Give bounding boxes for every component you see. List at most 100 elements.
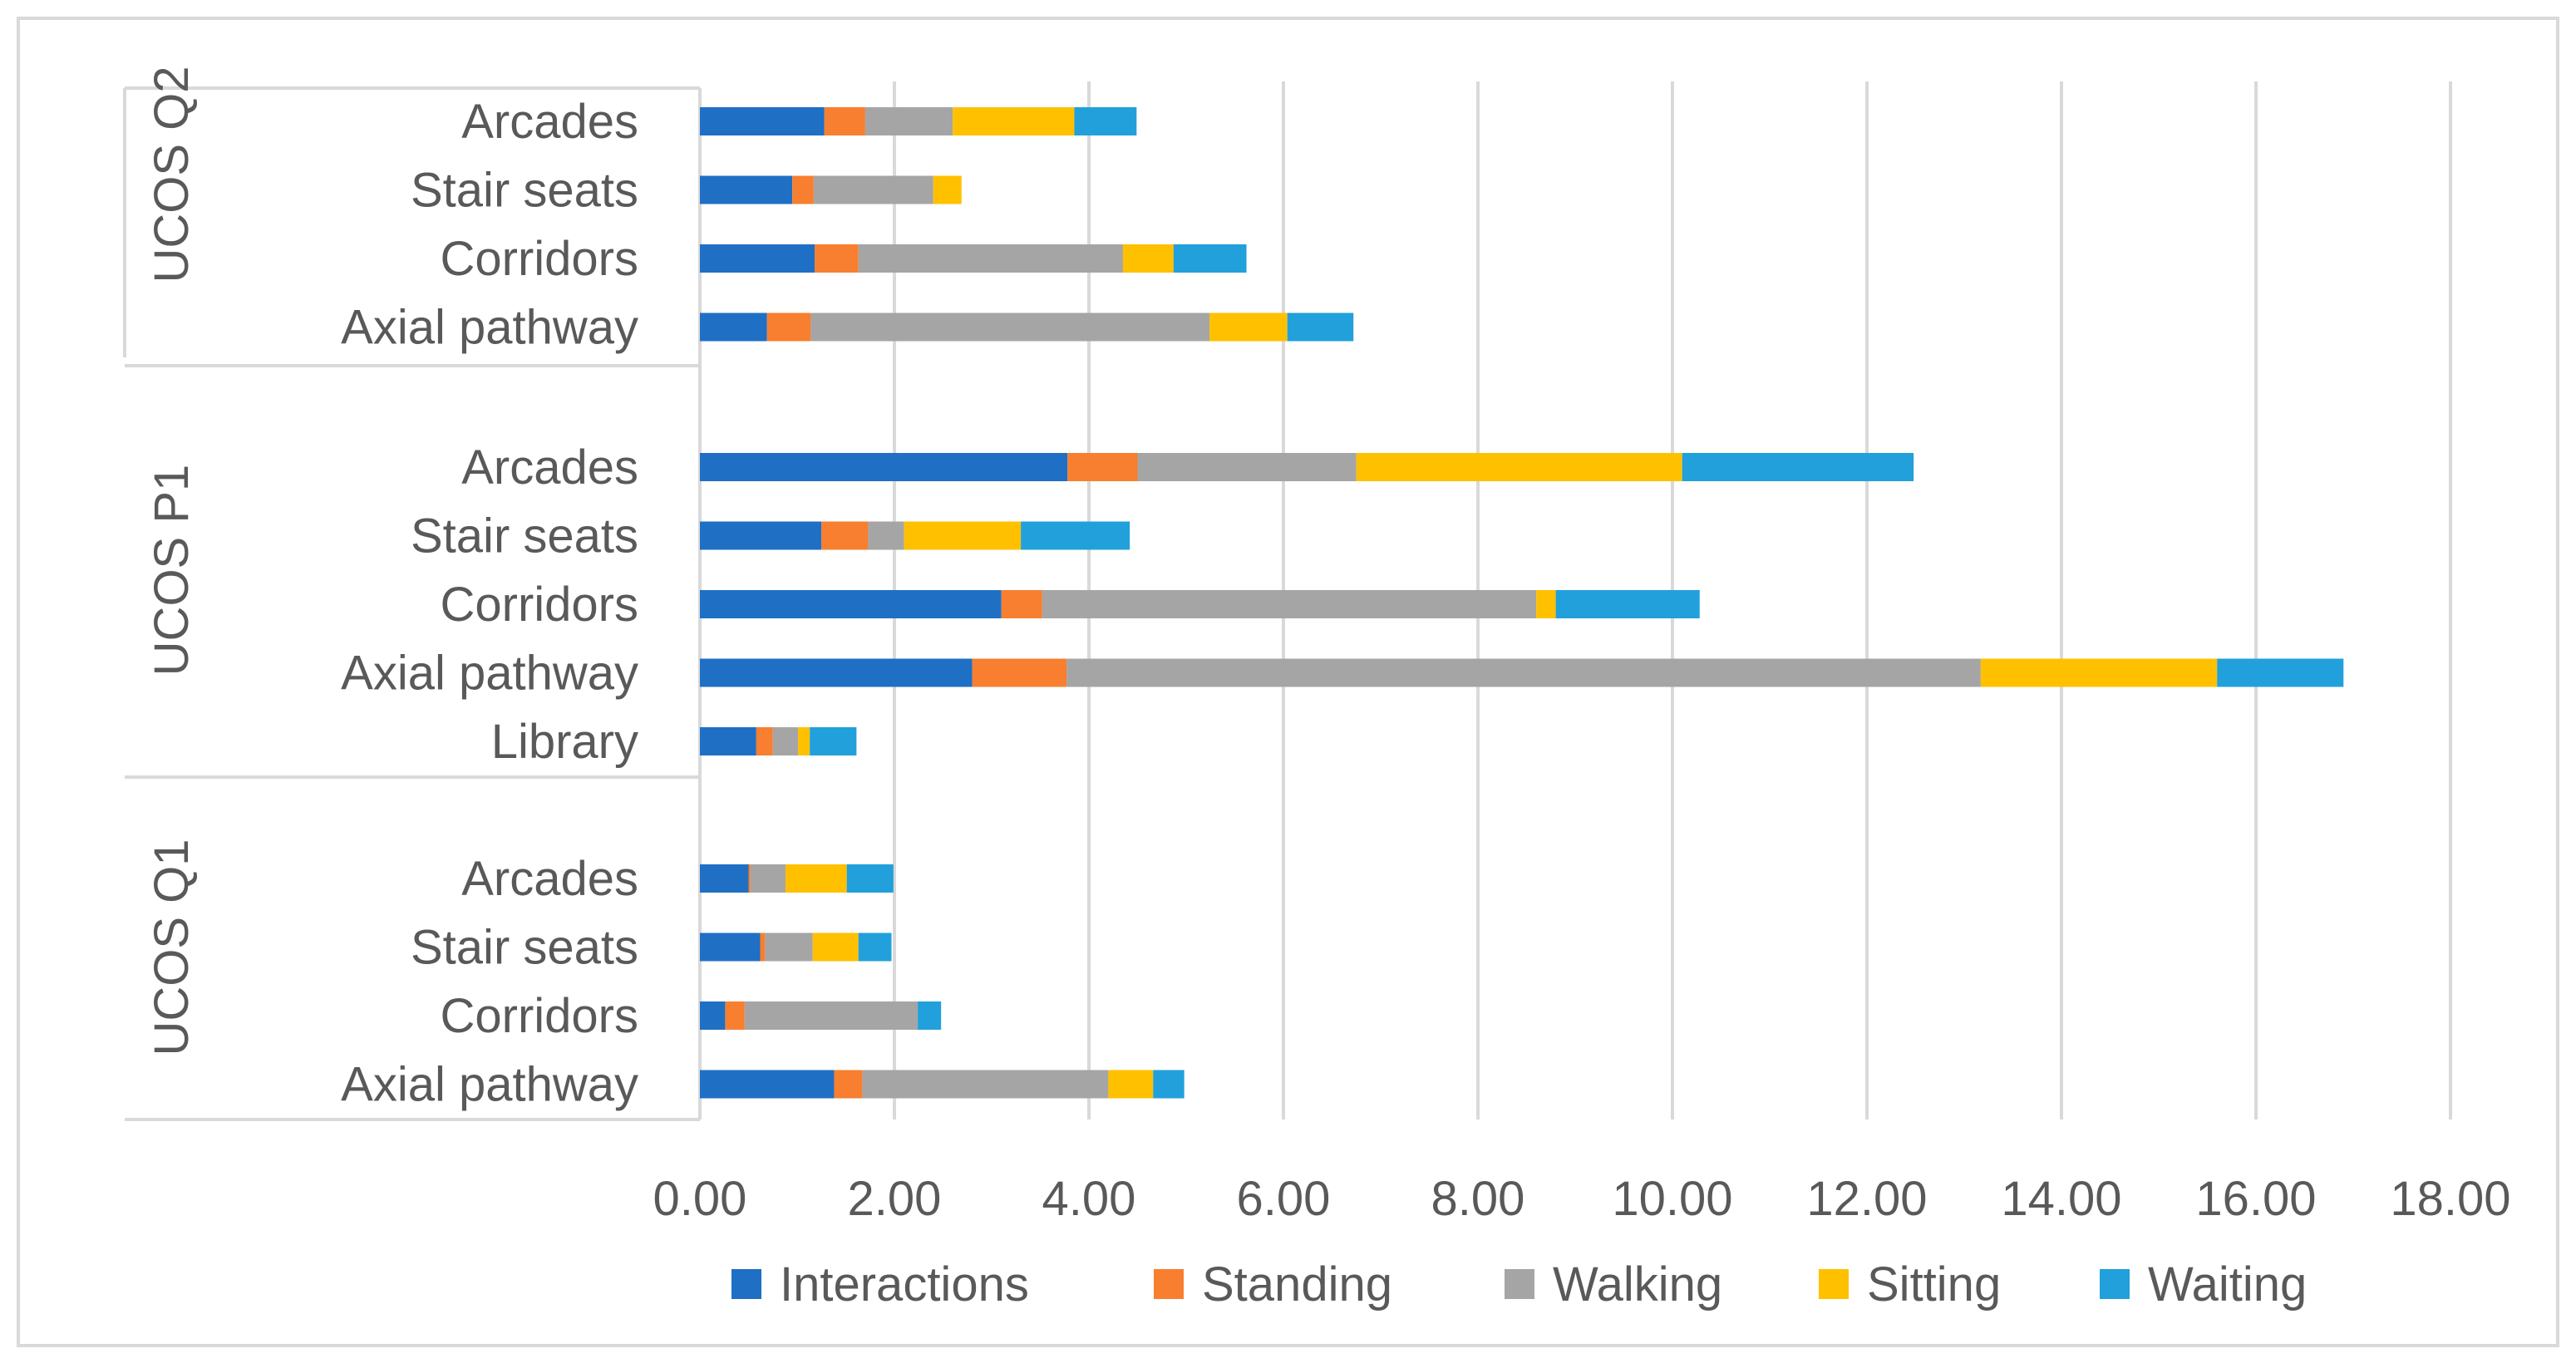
bar-segment-sitting bbox=[953, 107, 1075, 135]
bar-segment-waiting bbox=[1074, 107, 1137, 135]
bar-segment-interactions bbox=[700, 453, 1068, 481]
bar-segment-standing bbox=[1001, 590, 1042, 618]
bar-segment-walking bbox=[1066, 658, 1981, 687]
bar-segment-walking bbox=[862, 1070, 1109, 1099]
bar-segment-walking bbox=[864, 107, 953, 135]
bars bbox=[700, 107, 2344, 1099]
legend-swatch-walking bbox=[1505, 1269, 1534, 1299]
bar-segment-sitting bbox=[1108, 1070, 1154, 1099]
x-axis-tick-labels: 0.00 2.00 4.00 6.00 8.00 10.00 12.00 14.00 16.00… bbox=[653, 1172, 2511, 1226]
bar-segment-standing bbox=[748, 864, 751, 893]
bar-segment-standing bbox=[1067, 453, 1138, 481]
x-tick-label: 4.00 bbox=[1042, 1172, 1136, 1226]
bar-segment-sitting bbox=[785, 864, 847, 893]
bar-segment-standing bbox=[766, 312, 811, 342]
bar-segment-waiting bbox=[858, 933, 892, 962]
bar-segment-sitting bbox=[798, 727, 810, 755]
category-label: Stair seats bbox=[411, 164, 638, 218]
bar-segment-waiting bbox=[1021, 521, 1130, 550]
bar-segment-interactions bbox=[700, 175, 793, 204]
bar-segment-sitting bbox=[812, 933, 859, 962]
bar-segment-waiting bbox=[810, 727, 857, 755]
bar-segment-walking bbox=[810, 312, 1210, 342]
bar-segment-interactions bbox=[700, 590, 1002, 618]
bar-segment-standing bbox=[756, 727, 773, 755]
x-tick-label: 0.00 bbox=[653, 1172, 747, 1226]
bar-segment-walking bbox=[858, 244, 1123, 273]
category-label: Arcades bbox=[461, 95, 638, 149]
bar-segment-sitting bbox=[1980, 658, 2218, 687]
x-tick-label: 2.00 bbox=[848, 1172, 942, 1226]
legend-label: Sitting bbox=[1867, 1257, 2001, 1311]
bar-segment-interactions bbox=[700, 1001, 726, 1030]
category-label: Corridors bbox=[441, 578, 639, 632]
bar-segment-sitting bbox=[1536, 590, 1556, 618]
group-labels: UCOS Q2 UCOS P1 UCOS Q1 bbox=[145, 66, 199, 1056]
legend-swatch-waiting bbox=[2100, 1269, 2130, 1299]
bar-segment-interactions bbox=[700, 933, 761, 962]
bar-segment-sitting bbox=[904, 521, 1022, 550]
bar-segment-waiting bbox=[1153, 1070, 1185, 1099]
category-label: Library bbox=[491, 715, 638, 769]
category-label: Corridors bbox=[441, 989, 639, 1043]
category-label: Axial pathway bbox=[341, 301, 638, 355]
bar-segment-standing bbox=[815, 244, 859, 273]
bar-segment-standing bbox=[834, 1070, 863, 1099]
legend-swatch-standing bbox=[1154, 1269, 1184, 1299]
category-label: Corridors bbox=[441, 232, 639, 286]
bar-segment-standing bbox=[792, 175, 814, 204]
bar-segment-walking bbox=[1137, 453, 1357, 481]
category-label: Stair seats bbox=[411, 921, 638, 975]
bar-segment-sitting bbox=[1122, 244, 1174, 273]
bar-segment-interactions bbox=[700, 864, 749, 893]
bar-segment-waiting bbox=[1555, 590, 1700, 618]
x-tick-label: 16.00 bbox=[2195, 1172, 2316, 1226]
category-label: Axial pathway bbox=[341, 647, 638, 701]
bar-segment-waiting bbox=[1287, 312, 1354, 342]
bar-segment-standing bbox=[824, 107, 865, 135]
legend-swatch-sitting bbox=[1819, 1269, 1849, 1299]
bar-segment-interactions bbox=[700, 312, 767, 342]
group-label: UCOS P1 bbox=[145, 465, 199, 677]
x-tick-label: 18.00 bbox=[2390, 1172, 2510, 1226]
legend-label: Interactions bbox=[780, 1257, 1029, 1311]
bar-segment-walking bbox=[1042, 590, 1537, 618]
bar-segment-walking bbox=[750, 864, 786, 893]
bar-segment-waiting bbox=[1682, 453, 1914, 481]
bar-segment-standing bbox=[760, 933, 766, 962]
bar-segment-walking bbox=[772, 727, 799, 755]
bar-segment-standing bbox=[725, 1001, 745, 1030]
bar-segment-interactions bbox=[700, 658, 973, 687]
legend-label: Walking bbox=[1553, 1257, 1722, 1311]
legend: Interactions Standing Walking Sitting Waitin… bbox=[731, 1257, 2307, 1311]
bar-segment-interactions bbox=[700, 521, 822, 550]
category-label: Axial pathway bbox=[341, 1058, 638, 1112]
bar-segment-interactions bbox=[700, 727, 756, 755]
bar-segment-walking bbox=[765, 933, 813, 962]
bar-segment-waiting bbox=[2217, 658, 2344, 687]
bar-segment-walking bbox=[868, 521, 904, 550]
bar-segment-waiting bbox=[846, 864, 894, 893]
bar-segment-waiting bbox=[918, 1001, 942, 1030]
bar-segment-standing bbox=[972, 658, 1067, 687]
bar-segment-sitting bbox=[1356, 453, 1682, 481]
x-tick-label: 12.00 bbox=[1806, 1172, 1927, 1226]
bar-segment-waiting bbox=[1173, 244, 1247, 273]
category-label: Arcades bbox=[461, 440, 638, 495]
category-labels: Arcades Stair seats Corridors Axial pathway… bbox=[341, 95, 638, 1112]
legend-label: Standing bbox=[1202, 1257, 1392, 1311]
bar-segment-interactions bbox=[700, 107, 825, 135]
x-tick-label: 6.00 bbox=[1237, 1172, 1331, 1226]
bar-segment-interactions bbox=[700, 1070, 835, 1099]
bar-segment-sitting bbox=[1209, 312, 1288, 342]
bar-segment-sitting bbox=[933, 175, 962, 204]
bar-segment-interactions bbox=[700, 244, 815, 273]
x-tick-label: 10.00 bbox=[1612, 1172, 1732, 1226]
x-tick-label: 14.00 bbox=[2001, 1172, 2121, 1226]
legend-swatch-interactions bbox=[731, 1269, 761, 1299]
bar-segment-standing bbox=[821, 521, 869, 550]
group-label: UCOS Q1 bbox=[145, 839, 199, 1056]
x-tick-label: 8.00 bbox=[1431, 1172, 1525, 1226]
